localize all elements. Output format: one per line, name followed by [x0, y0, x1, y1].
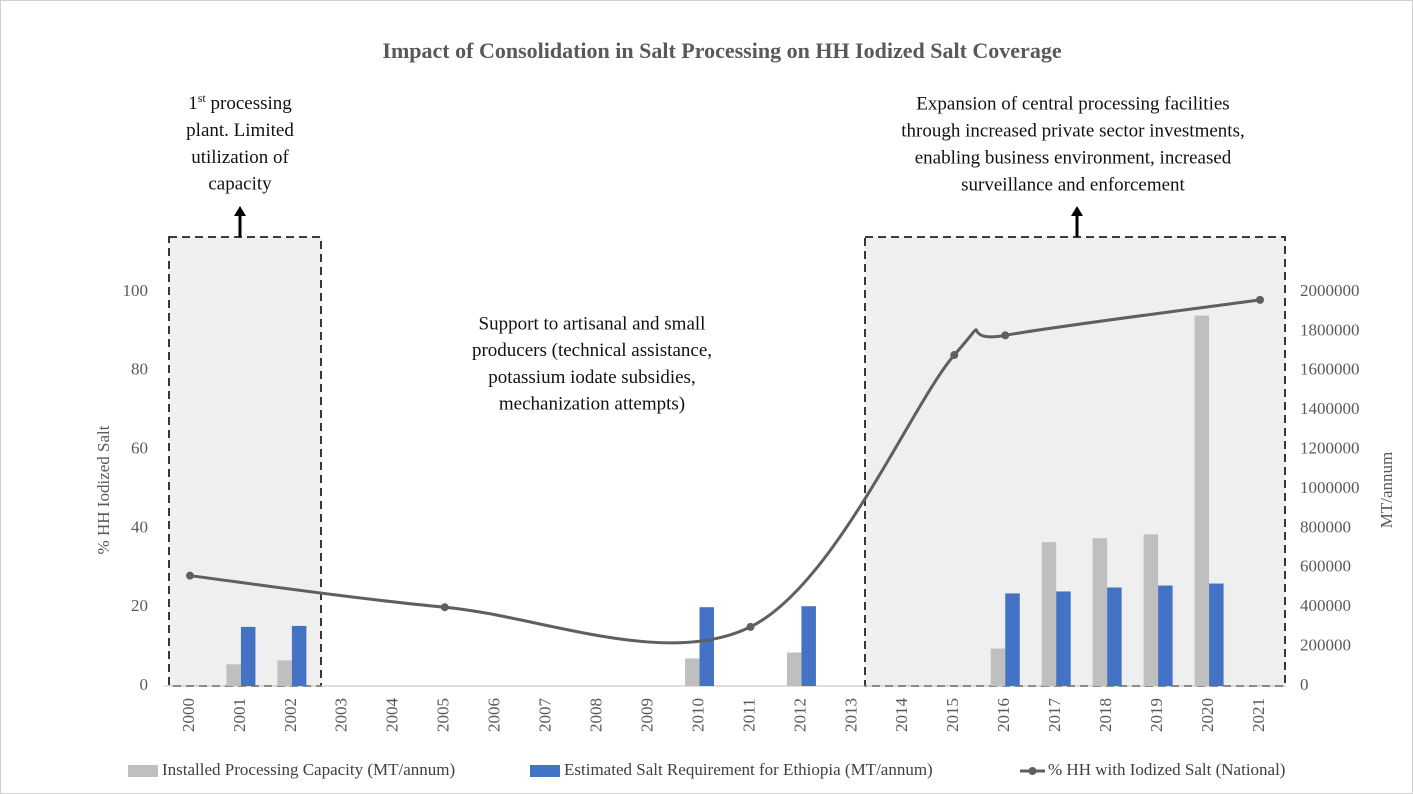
- y-tick-label: 0: [140, 675, 149, 694]
- x-tick-label: 2007: [536, 698, 555, 733]
- y-tick-label: 40: [131, 517, 148, 536]
- line-marker: [440, 603, 449, 612]
- y2-tick-label: 600000: [1300, 557, 1351, 576]
- x-tick-label: 2005: [434, 698, 453, 732]
- bar: [240, 626, 256, 686]
- annotation: Expansion of central processing faciliti…: [916, 93, 1229, 114]
- x-tick-label: 2011: [739, 698, 758, 731]
- y2-tick-label: 800000: [1300, 517, 1351, 536]
- annotation: Support to artisanal and small: [479, 313, 706, 334]
- line: [189, 298, 1261, 645]
- bar: [1158, 585, 1173, 686]
- annotation: capacity: [208, 173, 272, 194]
- annotation: through increased private sector investm…: [901, 120, 1244, 141]
- bar: [1005, 593, 1020, 686]
- bar: [1209, 583, 1224, 686]
- bar: [1092, 538, 1108, 686]
- arrow-head: [234, 206, 246, 216]
- y2-tick-label: 0: [1300, 675, 1309, 694]
- y2-axis-label: MT/annum: [1377, 452, 1396, 529]
- x-tick-label: 2017: [1045, 698, 1064, 733]
- x-tick-label: 2015: [943, 698, 962, 732]
- legend-label: % HH with Iodized Salt (National): [1048, 760, 1285, 779]
- bar: [277, 660, 292, 686]
- bar: [801, 606, 816, 686]
- bar: [1041, 542, 1057, 686]
- annotation: potassium iodate subsidies,: [488, 367, 695, 388]
- x-tick-label: 2008: [587, 698, 606, 732]
- y-tick-label: 60: [131, 439, 148, 458]
- legend-swatch: [530, 765, 560, 777]
- x-tick-label: 2006: [485, 698, 504, 732]
- bar: [1056, 591, 1071, 686]
- bar: [226, 664, 241, 686]
- annotation: enabling business environment, increased: [915, 147, 1232, 168]
- chart-title: Impact of Consolidation in Salt Processi…: [382, 38, 1061, 63]
- annotation: producers (technical assistance,: [472, 340, 712, 361]
- x-tick-label: 2012: [790, 698, 809, 732]
- y-tick-label: 80: [131, 360, 148, 379]
- x-tick-label: 2004: [383, 698, 402, 733]
- x-tick-label: 2001: [230, 698, 249, 732]
- y-axis-label: % HH Iodized Salt: [94, 425, 113, 554]
- y2-tick-label: 1600000: [1300, 360, 1360, 379]
- y2-tick-label: 400000: [1300, 596, 1351, 615]
- annotation: plant. Limited: [186, 120, 294, 141]
- x-tick-label: 2016: [994, 698, 1013, 732]
- legend-label: Estimated Salt Requirement for Ethiopia …: [564, 760, 933, 779]
- y2-tick-label: 1800000: [1300, 320, 1360, 339]
- bar: [1107, 587, 1122, 686]
- y2-tick-label: 1000000: [1300, 478, 1360, 497]
- x-tick-label: 2009: [637, 698, 656, 732]
- x-tick-label: 2000: [179, 698, 198, 732]
- annotation: utilization of: [191, 147, 289, 168]
- y-tick-label: 20: [131, 596, 148, 615]
- bar: [1194, 315, 1210, 686]
- y2-tick-label: 1200000: [1300, 439, 1360, 458]
- legend-swatch: [128, 765, 158, 777]
- line-marker: [1256, 295, 1265, 304]
- annotation: mechanization attempts): [499, 393, 685, 414]
- y2-tick-label: 2000000: [1300, 281, 1360, 300]
- bar: [990, 648, 1006, 686]
- line-marker: [746, 622, 755, 631]
- arrow-head: [1071, 206, 1083, 216]
- x-tick-label: 2002: [281, 698, 300, 732]
- y-tick-label: 100: [123, 281, 149, 300]
- annotation: surveillance and enforcement: [961, 174, 1185, 195]
- bar: [291, 625, 307, 686]
- x-tick-label: 2014: [892, 698, 911, 733]
- x-tick-label: 2003: [332, 698, 351, 732]
- x-tick-label: 2021: [1249, 698, 1268, 732]
- period-box: [168, 236, 322, 687]
- x-tick-label: 2013: [841, 698, 860, 732]
- annotation: 1st processing: [188, 91, 292, 115]
- x-tick-label: 2018: [1096, 698, 1115, 732]
- bar: [699, 607, 715, 686]
- line-marker: [185, 571, 194, 580]
- line-marker: [1001, 331, 1010, 340]
- x-tick-label: 2010: [688, 698, 707, 732]
- x-tick-label: 2020: [1198, 698, 1217, 732]
- line-marker: [950, 351, 959, 360]
- legend-label: Installed Processing Capacity (MT/annum): [162, 760, 455, 779]
- bar: [1143, 534, 1159, 686]
- bar: [685, 658, 700, 686]
- y2-tick-label: 1400000: [1300, 399, 1360, 418]
- x-tick-label: 2019: [1147, 698, 1166, 732]
- bar: [786, 652, 802, 686]
- legend-swatch: [1028, 767, 1037, 775]
- y2-tick-label: 200000: [1300, 636, 1351, 655]
